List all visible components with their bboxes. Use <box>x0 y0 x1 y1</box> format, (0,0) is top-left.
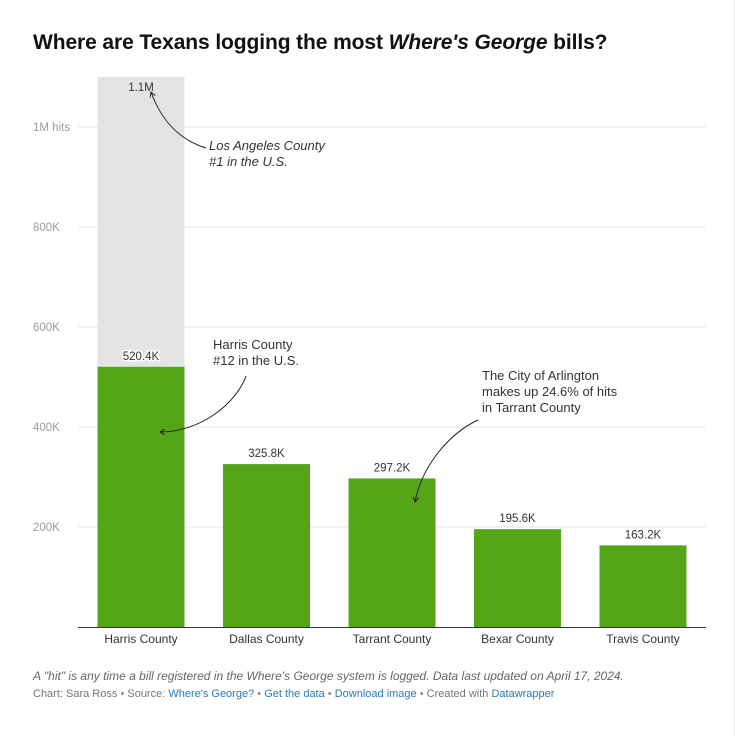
get-data-link[interactable]: Get the data <box>264 688 325 700</box>
chart-title: Where are Texans logging the most Where'… <box>33 31 608 55</box>
title-text-start: Where are Texans logging the most <box>33 31 389 54</box>
annotation-line: #1 in the U.S. <box>209 154 288 169</box>
value-label: 297.2K <box>374 462 411 474</box>
separator: • <box>257 688 262 700</box>
y-tick-label: 200K <box>33 522 60 534</box>
annotation-arrow <box>412 419 479 503</box>
bar-chart: 200K 400K 600K 800K 1M hits 1.1M 520.4K 325.8K… <box>33 77 706 646</box>
annotation-line: in Tarrant County <box>482 400 581 415</box>
annotation-line: The City of Arlington <box>482 368 599 383</box>
separator: • <box>419 688 424 700</box>
created-prefix: Created with <box>426 688 492 700</box>
annotation-arrow <box>149 91 207 149</box>
bar <box>97 366 185 627</box>
annotation-text: The City of Arlington makes up 24.6% of h… <box>482 368 618 415</box>
x-tick-label: Tarrant County <box>353 632 432 646</box>
x-tick-label: Travis County <box>606 632 680 646</box>
bar <box>474 529 561 627</box>
bar <box>223 464 310 627</box>
annotation-line: Los Angeles County <box>209 138 326 153</box>
annotation-line: makes up 24.6% of hits <box>482 384 618 399</box>
annotation-arrow <box>159 375 247 436</box>
value-label: 163.2K <box>625 529 662 541</box>
x-tick-label: Bexar County <box>481 632 554 646</box>
annotation-text: Harris County #12 in the U.S. <box>213 337 299 368</box>
annotations: Los Angeles County #1 in the U.S. Harris C… <box>149 91 618 503</box>
title-text-end: bills? <box>547 31 608 54</box>
value-labels: 1.1M 520.4K 325.8K 297.2K 195.6K 163.2K <box>121 82 663 543</box>
credit-text: Chart: Sara Ross <box>33 688 118 700</box>
datawrapper-link[interactable]: Datawrapper <box>491 688 555 700</box>
download-image-link[interactable]: Download image <box>334 688 417 700</box>
separator: • <box>120 688 125 700</box>
y-tick-label: 600K <box>33 322 60 334</box>
footnote: A "hit" is any time a bill registered in… <box>33 669 624 683</box>
y-tick-label: 400K <box>33 422 60 434</box>
reference-label: 1.1M <box>128 82 154 94</box>
value-label: 325.8K <box>248 448 285 460</box>
value-label: 520.4K <box>123 351 160 363</box>
byline: Chart: Sara Ross • Source: Where's Georg… <box>33 688 554 700</box>
annotation-line: #12 in the U.S. <box>213 353 299 368</box>
annotation-text: Los Angeles County #1 in the U.S. <box>209 138 326 169</box>
separator: • <box>327 688 332 700</box>
bars <box>97 77 687 627</box>
y-tick-label: 1M hits <box>33 122 70 134</box>
value-label: 195.6K <box>499 513 536 525</box>
bar <box>348 478 436 627</box>
title-text-italic: Where's George <box>388 31 548 54</box>
source-prefix: Source: <box>127 688 169 700</box>
bar <box>599 545 687 627</box>
source-link[interactable]: Where's George? <box>168 688 255 700</box>
y-tick-label: 800K <box>33 222 60 234</box>
annotation-line: Harris County <box>213 337 293 352</box>
axes: Harris County Dallas County Tarrant County… <box>78 627 706 646</box>
x-tick-label: Harris County <box>104 632 177 646</box>
x-tick-label: Dallas County <box>229 632 304 646</box>
